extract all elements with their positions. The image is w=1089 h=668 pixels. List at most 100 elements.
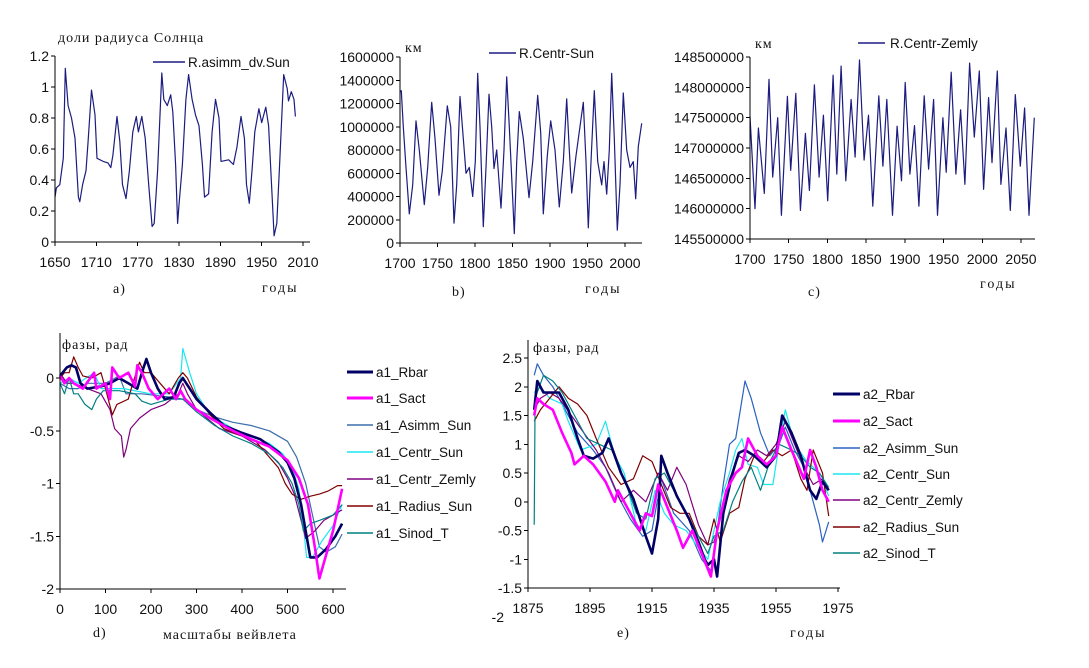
legend-label: a1_Rbar: [376, 365, 428, 380]
series-line-a2-radius-sun: [533, 386, 830, 546]
x-tick-label: 1770: [122, 254, 153, 270]
x-tick-label: 1650: [39, 254, 70, 270]
x-tick-label: 2000: [609, 255, 640, 271]
y-axis-label: км: [755, 37, 773, 52]
y-tick-label: 0: [514, 494, 522, 510]
x-tick-label: 1850: [851, 251, 882, 267]
y-tick-label: 148500000: [674, 49, 744, 65]
legend-item: a1_Rbar: [347, 365, 428, 380]
series-line-r-centr-sun: [399, 72, 643, 235]
legend-item: a2_Sact: [833, 414, 913, 429]
y-tick-label: 146500000: [674, 170, 744, 186]
y-tick-label: 2: [514, 379, 522, 395]
y-tick-label: 0.5: [503, 465, 523, 481]
y-tick-label: 800000: [347, 142, 394, 158]
y-tick-label: 148000000: [674, 79, 744, 95]
legend-label: R.Centr-Sun: [519, 46, 594, 61]
y-tick-label: 1000000: [339, 119, 394, 135]
x-tick-label: 1950: [572, 255, 603, 271]
y-tick-label: 1600000: [339, 49, 394, 65]
x-axis-label: масштабы вейвлета: [163, 628, 297, 643]
x-tick-label: 1800: [459, 255, 490, 271]
y-tick-label: 0.2: [30, 203, 50, 219]
x-tick-label: 1935: [698, 600, 729, 616]
legend: R.asimm_dv.Sun: [153, 55, 290, 70]
x-tick-label: 1955: [760, 600, 791, 616]
y-tick-label: -1.5: [30, 528, 54, 544]
legend-label: a2_Centr_Sun: [863, 467, 950, 482]
legend-label: a1_Sinod_T: [376, 526, 449, 541]
y-axis-label: доли радиуса Солнца: [58, 31, 204, 46]
x-axis-label: годы: [790, 626, 827, 641]
x-tick-label: 2010: [287, 254, 318, 270]
series-line-a2-sact: [532, 396, 830, 578]
y-tick-label: 1: [514, 436, 522, 452]
legend-label: a1_Centr_Zemly: [376, 472, 476, 487]
y-tick-label: 0: [386, 235, 394, 251]
panel-label: d): [93, 626, 107, 641]
legend-item: a2_Centr_Sun: [833, 467, 950, 482]
y-tick-label: 0: [41, 234, 49, 250]
chart-c: км R.Centr-Zemly c) годы 145500000 146000…: [674, 36, 1037, 300]
y-axis-label: фазы, рад: [62, 338, 129, 353]
legend: a2_Rbar a2_Sact a2_Asimm_Sun a2_Centr_Su…: [833, 387, 963, 561]
y-tick-label: 147500000: [674, 110, 744, 126]
legend-item: a1_Asimm_Sun: [347, 418, 471, 433]
x-tick-label: 400: [230, 601, 254, 617]
legend-label: a1_Sact: [376, 391, 426, 406]
x-tick-label: 1900: [889, 251, 920, 267]
y-tick-label: -0.5: [498, 523, 522, 539]
legend-label: a2_Centr_Zemly: [863, 493, 963, 508]
x-axis-label: годы: [980, 277, 1017, 292]
y-tick-label: 0.8: [30, 110, 50, 126]
chart-b: км R.Centr-Sun b) годы 0 200000 400000 6000…: [339, 41, 643, 300]
legend-item: a1_Centr_Zemly: [347, 472, 476, 487]
series-line-a2-centr-sun: [533, 386, 830, 560]
x-tick-label: 0: [56, 601, 64, 617]
legend-label: a1_Radius_Sun: [376, 499, 472, 514]
x-tick-label: 1975: [822, 600, 853, 616]
x-tick-label: 500: [276, 601, 300, 617]
y-tick-label: 2.5: [503, 350, 523, 366]
legend-label: a1_Asimm_Sun: [376, 418, 471, 433]
x-tick-label: 1700: [734, 251, 765, 267]
legend-label: R.asimm_dv.Sun: [188, 55, 290, 70]
panel-label: c): [808, 285, 821, 300]
x-tick-label: 300: [185, 601, 209, 617]
legend-item: a1_Sact: [347, 391, 426, 406]
x-tick-label: 2000: [967, 251, 998, 267]
y-tick-label: 600000: [347, 165, 394, 181]
x-tick-label: 600: [321, 601, 345, 617]
y-tick-label: 147000000: [674, 140, 744, 156]
y-tick-label: -1: [510, 551, 523, 567]
x-tick-label: 1710: [81, 254, 112, 270]
legend: R.Centr-Sun: [489, 46, 594, 61]
x-axis-label: годы: [585, 282, 622, 297]
chart-a: доли радиуса Солнца R.asimm_dv.Sun a) го…: [30, 31, 319, 297]
y-axis-label: км: [405, 41, 423, 56]
series-line-a2-sinod-t: [533, 374, 830, 555]
series-line-r-asimm-dv-sun: [54, 67, 296, 237]
legend-item: a2_Sinod_T: [833, 546, 936, 561]
y-tick-label: -2: [492, 609, 505, 625]
x-tick-label: 100: [94, 601, 118, 617]
x-tick-label: 1915: [636, 600, 667, 616]
x-tick-label: 1950: [246, 254, 277, 270]
y-tick-label: 1: [41, 79, 49, 95]
x-tick-label: 1830: [163, 254, 194, 270]
x-tick-label: 2050: [1005, 251, 1036, 267]
y-tick-label: 0.6: [30, 141, 50, 157]
y-axis-label: фазы, рад: [533, 341, 600, 356]
legend-label: a2_Asimm_Sun: [863, 441, 958, 456]
x-tick-label: 1950: [928, 251, 959, 267]
x-tick-label: 1700: [384, 255, 415, 271]
y-tick-label: -1: [42, 476, 55, 492]
chart-e: фазы, рад e) годы a2_Rbar a2_Sact a2_Asi…: [492, 340, 963, 641]
x-axis-label: годы: [262, 281, 299, 296]
series-line-a1-centr-zemly: [59, 372, 343, 540]
legend: R.Centr-Zemly: [858, 36, 978, 51]
y-tick-label: -0.5: [30, 423, 54, 439]
legend-item: a1_Radius_Sun: [347, 499, 472, 514]
panel-label: e): [617, 626, 630, 641]
x-tick-label: 1890: [205, 254, 236, 270]
